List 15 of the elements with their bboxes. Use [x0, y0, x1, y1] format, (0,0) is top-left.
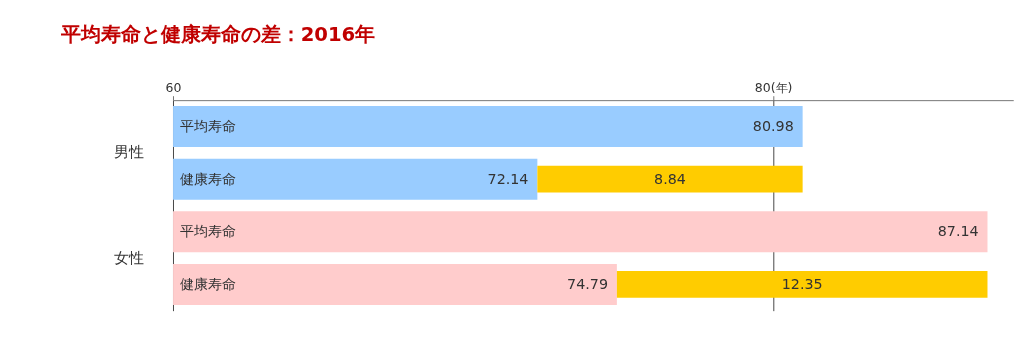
chart-title: 平均寿命と健康寿命の差：2016年 — [59, 23, 376, 47]
data-label: 74.79 — [567, 275, 608, 292]
y-tick-label: 健康寿命 — [180, 275, 237, 292]
x-tick-label: 60 — [165, 79, 182, 95]
y-tick-label: 健康寿命 — [180, 170, 237, 187]
y-tick-label: 平均寿命 — [180, 117, 237, 134]
data-label: 80.98 — [752, 117, 794, 134]
y-tick-label: 平均寿命 — [180, 223, 237, 240]
data-label: 12.35 — [781, 275, 823, 292]
text: 女性 — [114, 248, 145, 267]
data-label: 87.14 — [937, 223, 979, 240]
data-label: 8.84 — [654, 170, 686, 187]
text: 男性 — [114, 143, 145, 162]
x-tick-label: 80(年) — [754, 79, 793, 95]
data-label: 72.14 — [487, 170, 529, 187]
